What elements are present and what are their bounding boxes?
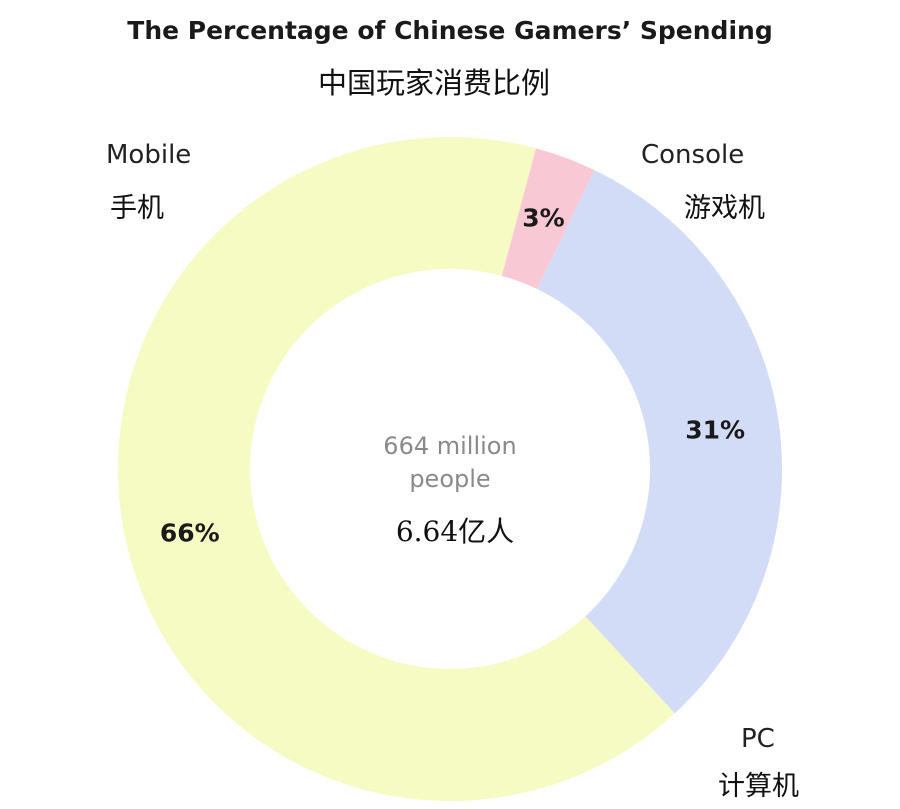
pc-label: PC — [741, 724, 775, 754]
center-label-zh: 6.64亿人 — [395, 515, 515, 548]
console-label: Console — [641, 140, 745, 170]
slice-console — [501, 148, 595, 289]
chart-subtitle: 中国玩家消费比例 — [317, 66, 550, 100]
center-label-line1: 664 million — [383, 432, 517, 460]
console-label-zh: 游戏机 — [684, 193, 765, 224]
data-label-mobile: 66% — [160, 518, 220, 547]
data-label-pc: 31% — [685, 415, 745, 444]
center-label-line2: people — [409, 465, 491, 493]
mobile-label: Mobile — [106, 140, 192, 170]
pc-label-zh: 计算机 — [718, 771, 799, 802]
slice-pc — [537, 170, 783, 714]
slice-mobile — [117, 136, 675, 802]
mobile-label-zh: 手机 — [110, 193, 164, 224]
chart-title: The Percentage of Chinese Gamers’ Spendi… — [127, 16, 773, 45]
data-label-console: 3% — [522, 203, 564, 232]
